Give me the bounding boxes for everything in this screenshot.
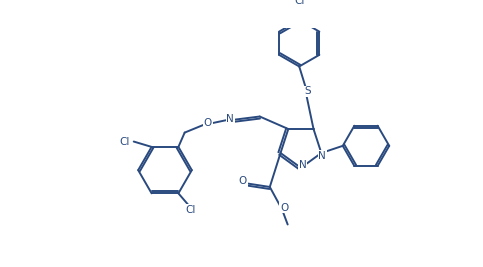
Text: Cl: Cl (120, 136, 130, 147)
Text: Cl: Cl (294, 0, 304, 6)
Text: N: N (299, 160, 307, 170)
Text: O: O (204, 118, 212, 128)
Text: O: O (239, 176, 247, 186)
Text: O: O (280, 202, 288, 213)
Text: S: S (304, 87, 311, 96)
Text: N: N (227, 114, 234, 124)
Text: N: N (318, 151, 326, 161)
Text: Cl: Cl (186, 205, 196, 215)
